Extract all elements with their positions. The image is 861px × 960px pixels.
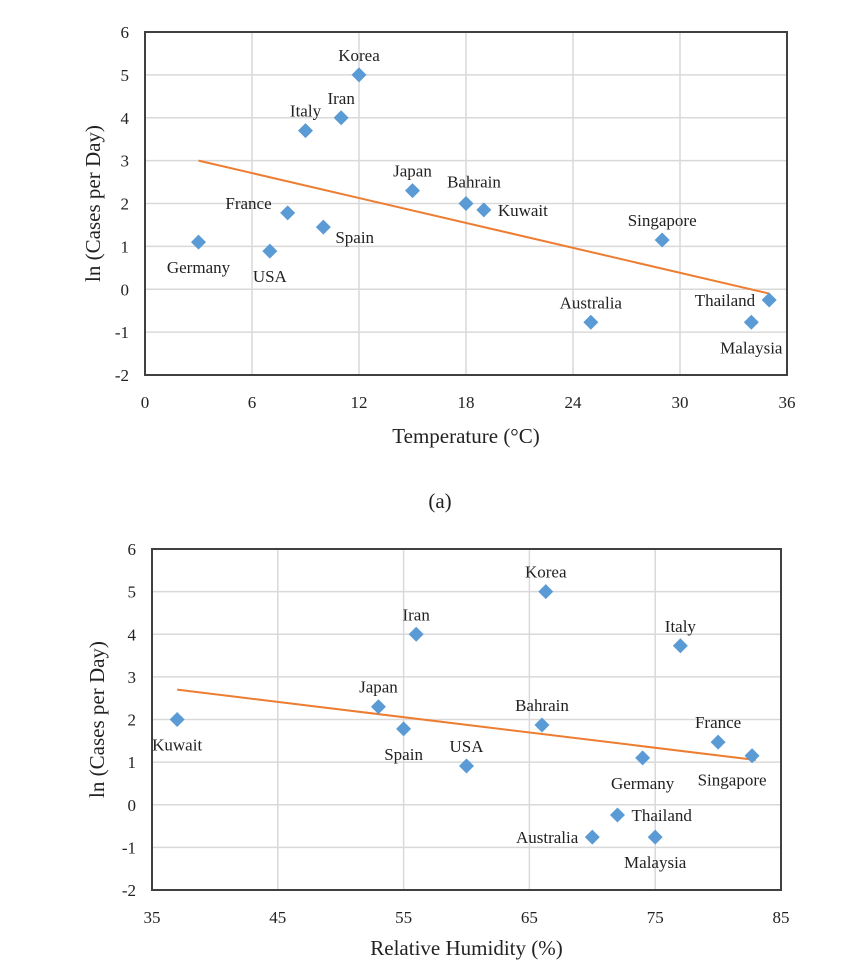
data-point-italy: [298, 123, 313, 139]
data-label: Korea: [525, 563, 567, 582]
x-tick-label: 75: [647, 908, 664, 927]
data-point-korea: [351, 67, 367, 83]
data-point-korea: [538, 584, 554, 600]
data-point-malaysia: [647, 829, 663, 845]
data-point-singapore: [654, 232, 670, 248]
data-label: Iran: [402, 605, 430, 624]
data-point-australia: [583, 314, 599, 330]
data-point-france: [710, 734, 726, 750]
x-tick-label: 12: [351, 393, 368, 412]
y-tick-label: 5: [128, 583, 137, 602]
data-label: Spain: [384, 745, 423, 764]
y-tick-label: -2: [122, 881, 136, 900]
y-tick-label: -1: [122, 838, 136, 857]
y-tick-label: 6: [128, 540, 137, 559]
data-label: Italy: [290, 102, 322, 121]
data-point-usa: [459, 758, 474, 774]
data-label: Malaysia: [624, 853, 687, 872]
data-label: Korea: [338, 46, 380, 65]
data-point-france: [280, 205, 296, 221]
data-label: Japan: [359, 678, 398, 697]
data-point-germany: [635, 750, 651, 766]
data-point-australia: [584, 829, 600, 845]
y-tick-label: 5: [121, 66, 130, 85]
x-tick-label: 35: [144, 908, 161, 927]
y-tick-label: -1: [115, 323, 129, 342]
data-point-japan: [370, 699, 386, 715]
x-tick-label: 0: [141, 393, 150, 412]
y-tick-label: 0: [121, 280, 130, 299]
data-point-italy: [672, 638, 688, 654]
data-label: Singapore: [628, 211, 697, 230]
data-label: Malaysia: [720, 338, 783, 357]
y-tick-label: 4: [121, 109, 130, 128]
y-axis-title: ln (Cases per Day): [85, 641, 109, 798]
data-point-thailand: [609, 807, 625, 823]
data-point-thailand: [761, 292, 777, 308]
data-point-iran: [408, 626, 424, 642]
trendline: [198, 159, 770, 295]
plot-frame: [151, 548, 782, 891]
data-label: Kuwait: [152, 736, 202, 755]
data-label: Australia: [516, 828, 579, 847]
x-tick-label: 36: [779, 393, 796, 412]
y-tick-label: 0: [128, 796, 137, 815]
x-tick-label: 85: [773, 908, 790, 927]
y-tick-label: -2: [115, 366, 129, 385]
data-point-kuwait: [169, 712, 185, 727]
data-label: Singapore: [698, 771, 767, 790]
data-point-malaysia: [743, 314, 759, 330]
data-point-spain: [315, 219, 331, 235]
data-label: Bahrain: [515, 696, 569, 715]
data-label: Kuwait: [498, 201, 548, 220]
y-tick-label: 3: [121, 152, 130, 171]
data-point-bahrain: [458, 196, 474, 211]
y-tick-label: 1: [121, 237, 130, 256]
data-label: Germany: [611, 774, 675, 793]
x-tick-label: 6: [248, 393, 257, 412]
x-tick-label: 18: [458, 393, 475, 412]
data-point-kuwait: [476, 202, 492, 218]
x-tick-label: 45: [269, 908, 286, 927]
y-tick-label: 3: [128, 668, 137, 687]
data-label: Thailand: [695, 291, 756, 310]
x-axis-title: Temperature (°C): [392, 424, 539, 448]
data-point-spain: [396, 721, 412, 737]
data-label: Germany: [167, 258, 231, 277]
data-label: France: [695, 713, 741, 732]
data-point-usa: [262, 243, 278, 259]
x-tick-label: 30: [672, 393, 689, 412]
data-label: Thailand: [631, 806, 692, 825]
plot-frame: [144, 31, 788, 376]
data-point-japan: [405, 183, 420, 199]
x-axis-title: Relative Humidity (%): [370, 936, 562, 960]
x-tick-label: 55: [395, 908, 412, 927]
data-label: Australia: [560, 293, 623, 312]
x-tick-label: 65: [521, 908, 538, 927]
data-point-bahrain: [534, 717, 550, 733]
data-point-singapore: [744, 748, 760, 764]
y-tick-label: 6: [121, 23, 130, 42]
data-label: Spain: [335, 228, 374, 247]
y-tick-label: 4: [128, 625, 137, 644]
data-label: Iran: [327, 89, 355, 108]
trendline: [177, 688, 756, 761]
y-tick-label: 2: [128, 711, 137, 730]
data-label: USA: [253, 267, 288, 286]
data-label: France: [225, 194, 271, 213]
y-axis-title: ln (Cases per Day): [81, 125, 105, 282]
data-label: Japan: [393, 162, 432, 181]
x-tick-label: 24: [565, 393, 583, 412]
figure-caption: (a): [428, 489, 451, 513]
data-label: Bahrain: [447, 173, 501, 192]
data-point-iran: [333, 110, 349, 126]
y-tick-label: 1: [128, 753, 137, 772]
data-label: Italy: [665, 617, 697, 636]
data-label: USA: [449, 737, 484, 756]
data-point-germany: [191, 234, 206, 250]
y-tick-label: 2: [121, 195, 130, 214]
